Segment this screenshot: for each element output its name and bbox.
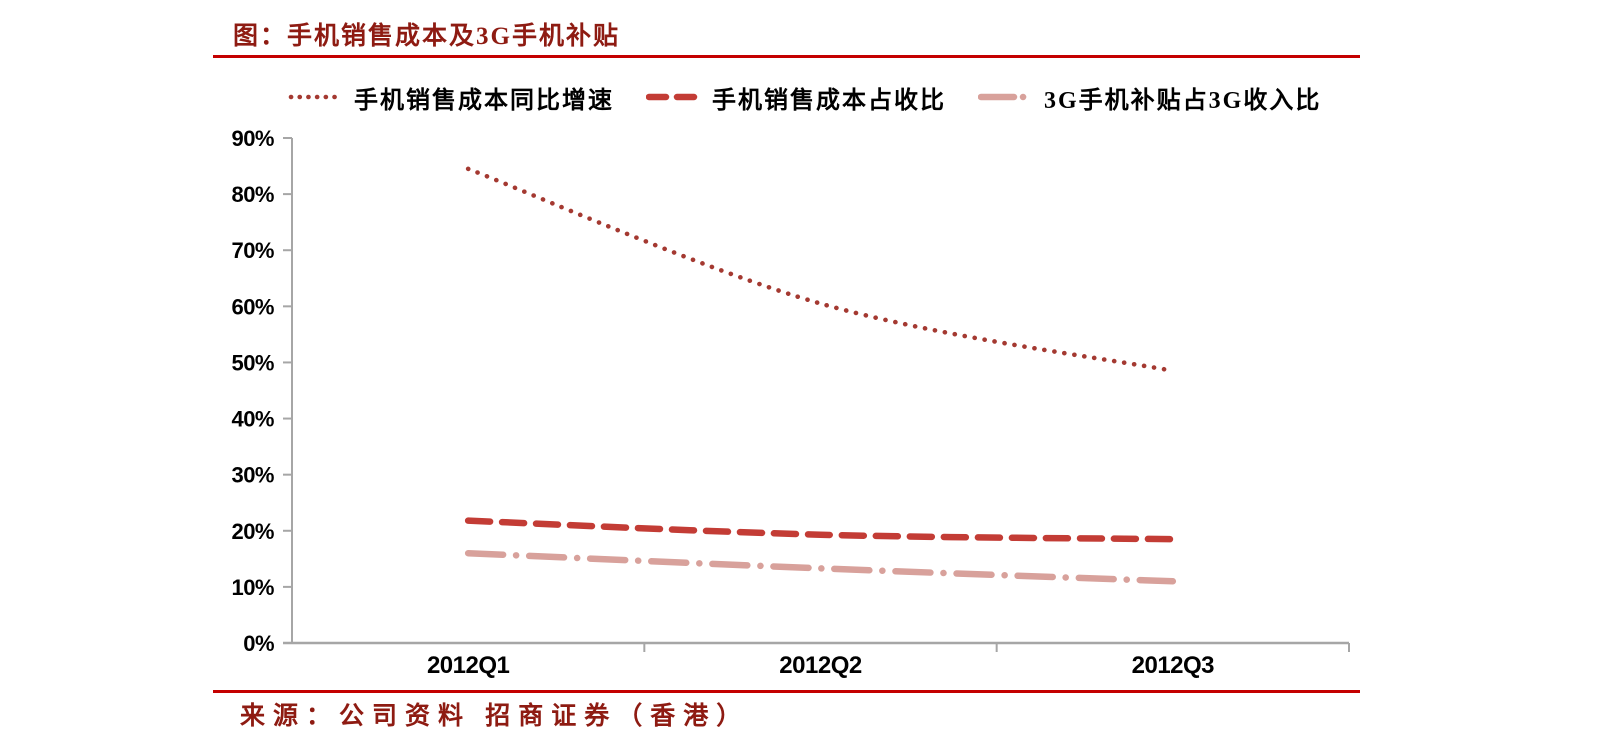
legend-item-1: 手机销售成本占收比 [646,80,946,115]
chart-legend: 手机销售成本同比增速 手机销售成本占收比 3G手机补贴占3G收入比 [288,80,1321,114]
series-line-2 [464,549,1177,585]
series-line-0 [465,166,1176,374]
y-tick-label: 80% [231,182,274,207]
y-tick-label: 50% [231,350,274,375]
title-divider-line [213,55,1360,58]
y-tick-label: 30% [231,463,274,488]
source-note: 来源：公司资料 招商证券（香港） [240,703,750,730]
source-divider-line [213,690,1360,693]
y-tick-label: 0% [243,631,274,656]
dashdot-line-icon [978,93,1032,101]
legend-item-2: 3G手机补贴占3G收入比 [978,80,1321,115]
legend-label-1: 手机销售成本占收比 [712,87,946,114]
chart-title: 图：手机销售成本及3G手机补贴 [233,23,620,50]
y-tick-label: 40% [231,407,274,432]
x-tick-label-0: 2012Q1 [427,652,510,679]
legend-item-0: 手机销售成本同比增速 [288,80,614,115]
dashed-line-icon [646,93,700,101]
y-tick-label: 70% [231,238,274,263]
y-tick-label: 60% [231,294,274,319]
y-tick-label: 20% [231,519,274,544]
legend-label-2: 3G手机补贴占3G收入比 [1044,87,1322,114]
legend-label-0: 手机销售成本同比增速 [354,87,614,114]
x-tick-label-1: 2012Q2 [779,652,862,679]
dotted-line-icon [288,94,342,100]
x-tick-label-2: 2012Q3 [1132,652,1215,679]
y-tick-label: 10% [231,575,274,600]
y-tick-label: 90% [231,126,274,151]
series-line-1 [464,517,1177,543]
